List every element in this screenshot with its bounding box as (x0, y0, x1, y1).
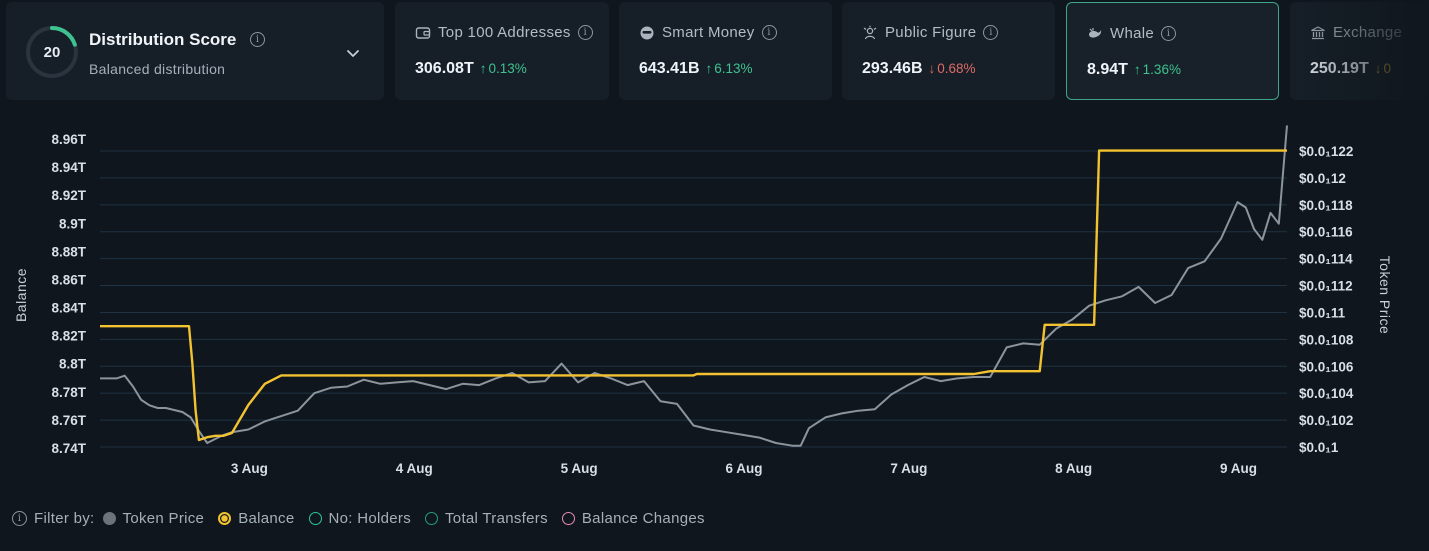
card-label: Whale (1110, 25, 1155, 42)
legend-dot-icon (425, 512, 438, 525)
legend-item-balance[interactable]: Balance (218, 510, 294, 527)
legend-dot-icon (561, 512, 575, 525)
card-label: Top 100 Addresses (438, 24, 571, 41)
right-axis-tick: $0.0₁102 (1299, 413, 1353, 428)
arrow-up-icon: ↑ (1133, 62, 1141, 77)
left-axis-tick: 8.94T (51, 160, 86, 175)
right-axis-label: Token Price (1377, 256, 1393, 335)
right-axis-tick: $0.0₁112 (1299, 279, 1353, 294)
filter-label: Filter by: (34, 510, 95, 527)
legend-item-balance-changes[interactable]: Balance Changes (561, 510, 705, 527)
legend-label: Total Transfers (445, 510, 548, 527)
left-axis-tick: 8.86T (51, 272, 86, 287)
card-label: Smart Money (662, 24, 755, 41)
legend-item-token-price[interactable]: Token Price (102, 510, 205, 527)
arrow-up-icon: ↑ (479, 61, 487, 76)
card-whale[interactable]: Whale i 8.94T ↑ 1.36% (1066, 2, 1279, 100)
card-value: 293.46B (862, 60, 923, 77)
bank-icon (1311, 25, 1325, 39)
legend-dot-icon (308, 512, 322, 525)
x-axis-tick: 3 Aug (231, 461, 268, 476)
info-icon[interactable]: i (1161, 26, 1177, 41)
card-change: 0.68% (937, 61, 976, 76)
left-axis-label: Balance (13, 268, 29, 322)
card-change: 1.36% (1142, 62, 1181, 77)
info-icon[interactable]: i (250, 32, 265, 47)
legend-item-total-transfers[interactable]: Total Transfers (425, 510, 548, 527)
card-change: 6.13% (714, 61, 753, 76)
left-axis-tick: 8.9T (59, 216, 87, 231)
public-figure-icon (863, 25, 877, 39)
legend-label: Balance (238, 510, 295, 527)
x-axis-tick: 9 Aug (1220, 461, 1257, 476)
left-axis-tick: 8.92T (51, 188, 86, 203)
whale-icon (1089, 27, 1102, 38)
arrow-down-icon: ↓ (928, 61, 936, 76)
card-change: 0 (1383, 61, 1391, 76)
smart-money-icon (640, 26, 654, 39)
card-value: 306.08T (415, 60, 474, 77)
card-smart-money[interactable]: Smart Money i 643.41B ↑ 6.13% (619, 2, 832, 100)
info-icon: i (12, 511, 27, 526)
left-axis-tick: 8.88T (51, 244, 86, 259)
legend-label: Balance Changes (581, 510, 705, 527)
x-axis-tick: 4 Aug (396, 461, 433, 476)
wallet-icon (415, 26, 431, 39)
card-label: Public Figure (885, 24, 977, 41)
info-icon[interactable]: i (761, 25, 777, 40)
legend-label: Token Price (122, 510, 205, 527)
right-axis-tick: $0.0₁12 (1299, 171, 1346, 186)
right-axis-tick: $0.0₁11 (1299, 305, 1346, 320)
x-axis-tick: 6 Aug (725, 461, 762, 476)
chart-filter-legend: i Filter by: Token Price Balance No: Holde… (12, 510, 719, 527)
distribution-score-card[interactable]: 20 Distribution Score i Balanced distrib… (6, 2, 384, 100)
left-axis-tick: 8.78T (51, 385, 86, 400)
right-axis-tick: $0.0₁1 (1299, 440, 1339, 455)
scroll-fade (1290, 2, 1429, 100)
right-axis-tick: $0.0₁114 (1299, 252, 1353, 267)
card-label: Exchange (1333, 24, 1403, 41)
right-axis-tick: $0.0₁118 (1299, 198, 1353, 213)
right-axis-tick: $0.0₁116 (1299, 225, 1353, 240)
left-axis-tick: 8.74T (51, 441, 86, 456)
x-axis-tick: 8 Aug (1055, 461, 1092, 476)
info-icon[interactable]: i (983, 25, 999, 40)
card-value: 8.94T (1087, 61, 1128, 78)
arrow-down-icon: ↓ (1374, 61, 1382, 76)
chevron-down-icon[interactable] (346, 46, 360, 60)
card-top-100-addresses[interactable]: Top 100 Addresses i 306.08T ↑ 0.13% (395, 2, 609, 100)
left-axis-tick: 8.84T (51, 301, 86, 316)
score-ring (26, 26, 78, 78)
card-value: 250.19T (1310, 60, 1369, 77)
legend-dot-icon (218, 512, 232, 525)
distribution-score-subtitle: Balanced distribution (89, 61, 226, 77)
x-axis-tick: 7 Aug (890, 461, 927, 476)
balance-price-chart: 8.96T 8.94T 8.92T 8.9T 8.88T 8.86T 8.84T 8.82T 8… (13, 125, 1393, 476)
legend-item-no-holders[interactable]: No: Holders (308, 510, 412, 527)
left-axis-tick: 8.8T (59, 357, 87, 372)
right-axis-tick: $0.0₁108 (1299, 332, 1354, 347)
card-public-figure[interactable]: Public Figure i 293.46B ↓ 0.68% (842, 2, 1055, 100)
series-line-balance (100, 149, 1287, 442)
legend-label: No: Holders (328, 510, 411, 527)
left-axis-tick: 8.82T (51, 329, 86, 344)
arrow-up-icon: ↑ (705, 61, 713, 76)
card-value: 643.41B (639, 60, 700, 77)
right-axis-tick: $0.0₁104 (1299, 386, 1354, 401)
card-exchange[interactable]: Exchange 250.19T ↓ 0 (1290, 2, 1429, 100)
card-change: 0.13% (488, 61, 527, 76)
right-axis-tick: $0.0₁106 (1299, 359, 1354, 374)
x-axis-tick: 5 Aug (561, 461, 598, 476)
info-icon[interactable]: i (577, 25, 593, 40)
legend-dot-icon (102, 512, 116, 525)
left-axis-tick: 8.96T (51, 132, 86, 147)
distribution-score-title: Distribution Score (89, 30, 237, 49)
left-axis-tick: 8.76T (51, 413, 86, 428)
right-axis-tick: $0.0₁122 (1299, 144, 1353, 159)
distribution-score-value: 20 (43, 43, 61, 61)
